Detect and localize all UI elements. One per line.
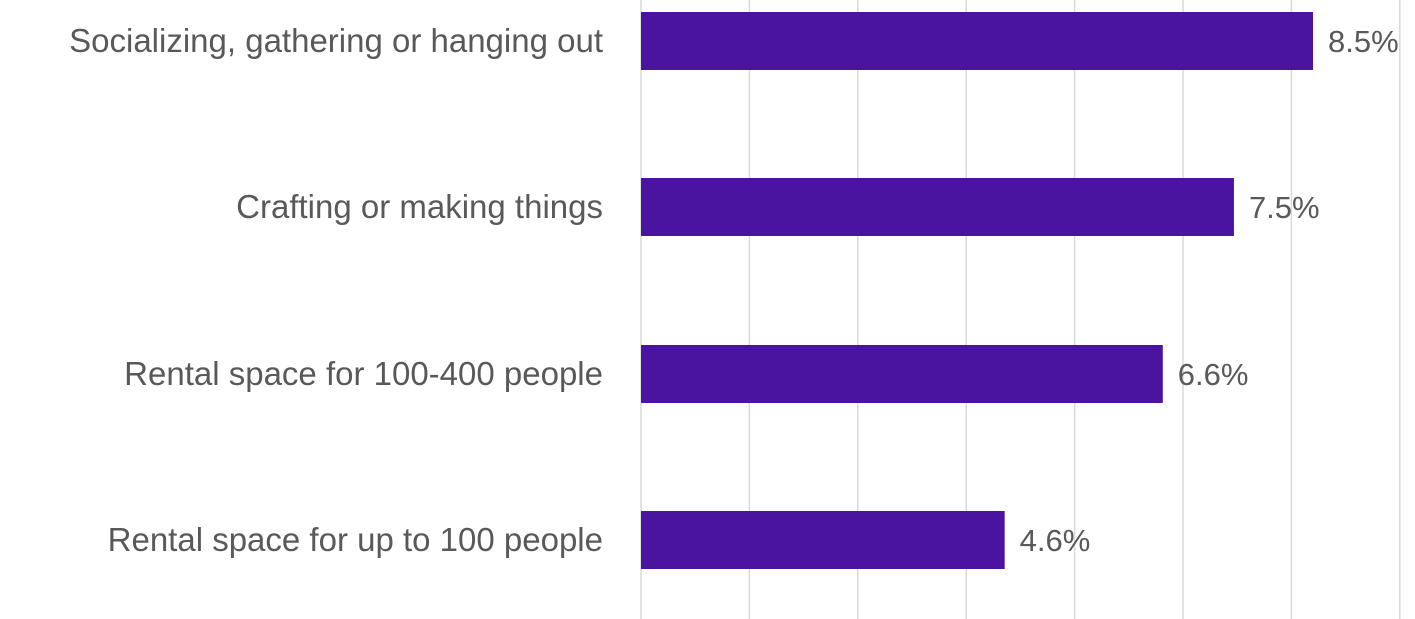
labels: Socializing, gathering or hanging out 8.5… [69, 22, 1399, 558]
bar [641, 511, 1005, 569]
category-label: Socializing, gathering or hanging out [69, 22, 603, 59]
category-label: Rental space for 100-400 people [124, 355, 603, 392]
bar [641, 345, 1163, 403]
gridlines [640, 0, 1401, 619]
category-label: Rental space for up to 100 people [108, 521, 603, 558]
data-label: 4.6% [1020, 523, 1091, 558]
bar [641, 12, 1314, 70]
bars [641, 12, 1314, 569]
data-label: 6.6% [1178, 357, 1249, 392]
data-label: 7.5% [1249, 190, 1320, 225]
category-label: Crafting or making things [236, 188, 603, 225]
data-label: 8.5% [1328, 24, 1399, 59]
bar [641, 178, 1234, 236]
